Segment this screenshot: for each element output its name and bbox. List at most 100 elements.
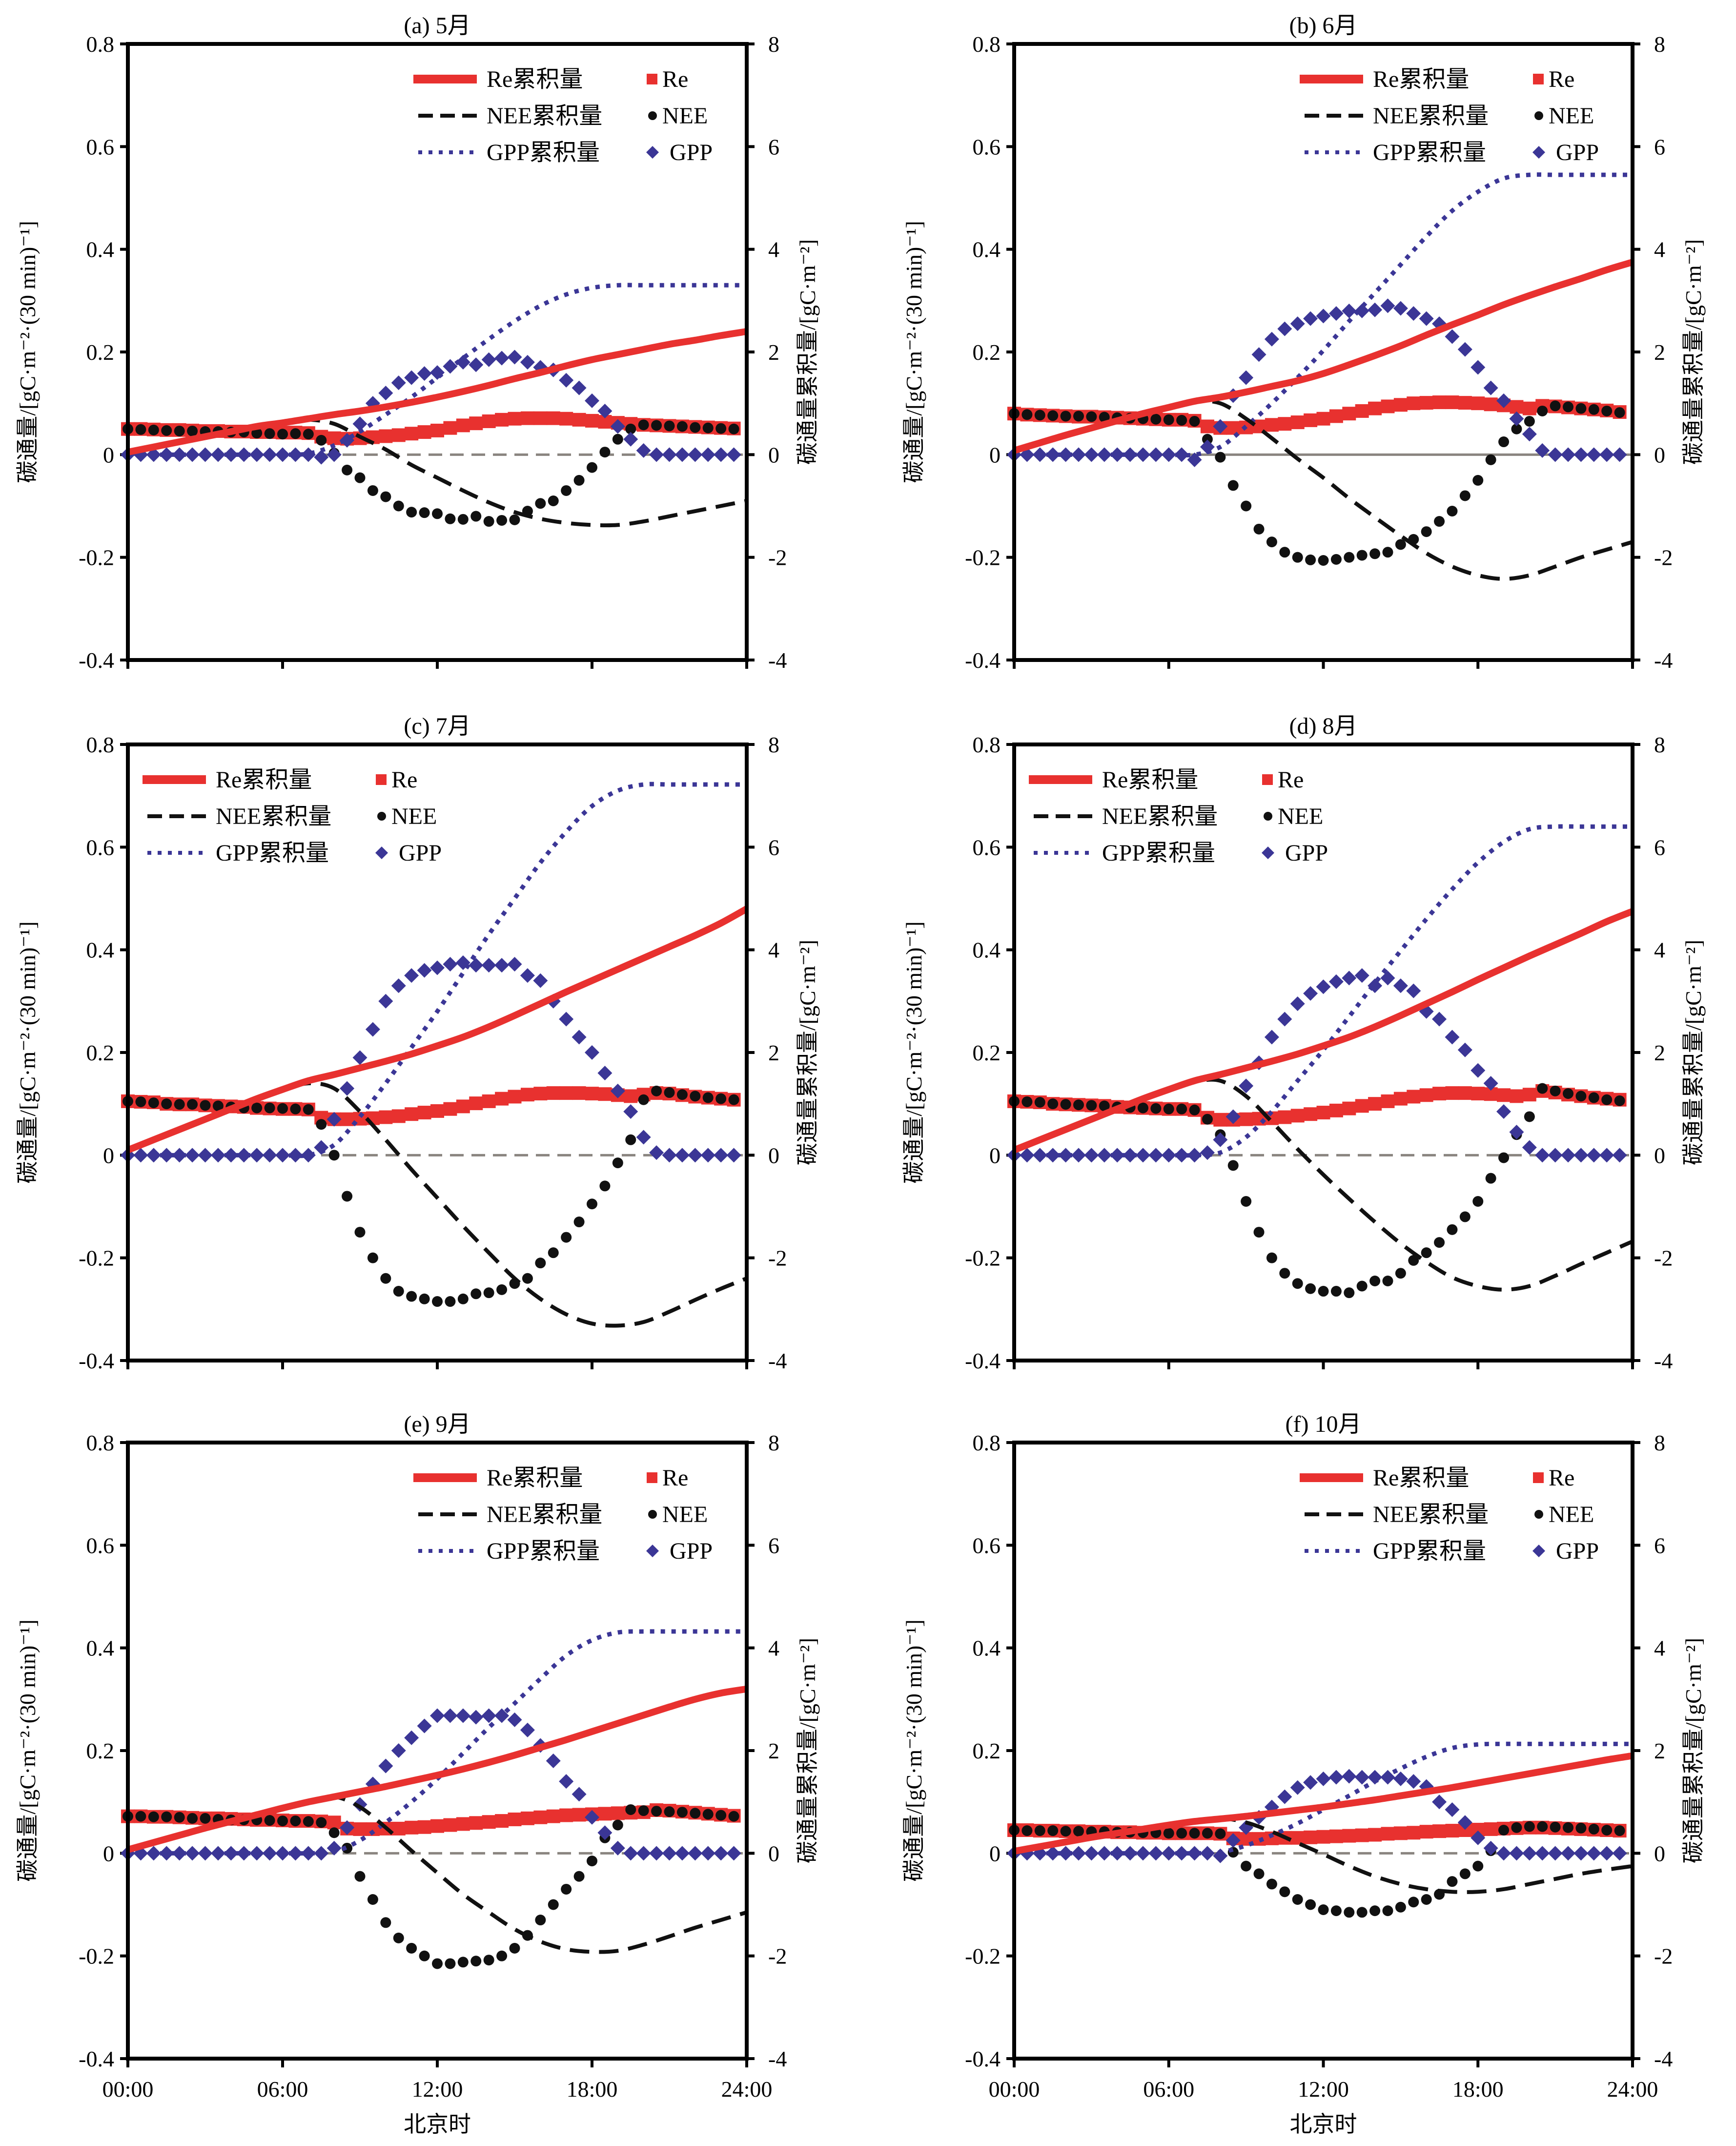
nee-point [1330, 1905, 1342, 1917]
nee-point [690, 1091, 701, 1102]
nee-cumulative-line [127, 1081, 748, 1328]
nee-point [148, 1811, 159, 1822]
gpp-point [700, 1846, 715, 1861]
nee-point [573, 1217, 585, 1228]
gpp-point [1612, 447, 1627, 462]
gpp-point [1406, 983, 1421, 998]
legend-label: Re [1549, 66, 1574, 92]
y-tick-label: 0.2 [86, 1040, 115, 1065]
nee-point [1253, 1868, 1265, 1879]
y2-tick-label: 4 [1654, 237, 1665, 262]
nee-point [1330, 1286, 1342, 1297]
legend: Re累积量 Re NEE累积量 NEE GPP累积量 GPP [1300, 1465, 1599, 1564]
nee-point [1563, 401, 1574, 413]
re-point [1445, 1824, 1459, 1838]
y-axis-title: 碳通量/[gC·m⁻²·(30 min)⁻¹] [15, 921, 40, 1183]
legend-label: NEE [662, 103, 708, 129]
nee-point [1601, 1094, 1613, 1105]
nee-point [419, 1293, 430, 1304]
legend-re-swatch [647, 74, 657, 84]
legend-label: GPP累积量 [1373, 140, 1486, 165]
y-tick-label: 0.4 [973, 938, 1001, 963]
nee-point [264, 1102, 275, 1114]
legend-label: Re累积量 [487, 1465, 583, 1491]
y2-tick-label: 8 [768, 732, 779, 757]
gpp-point [726, 1846, 741, 1861]
gpp-point [1599, 1846, 1614, 1861]
nee-point [135, 1096, 146, 1107]
re-cumulative-line [1013, 259, 1634, 454]
nee-point [264, 428, 275, 439]
nee-point [445, 513, 456, 524]
nee-point [445, 1296, 456, 1307]
y-tick-label: -0.4 [79, 1348, 114, 1373]
gpp-point [1432, 1011, 1447, 1027]
nee-point [1550, 1821, 1561, 1833]
legend-label: NEE累积量 [216, 804, 331, 829]
nee-point [393, 1286, 404, 1297]
nee-point [1241, 1196, 1252, 1207]
re-point [482, 1094, 496, 1108]
gpp-point [352, 1050, 368, 1065]
nee-point [1266, 1878, 1277, 1890]
x-tick-label: 24:00 [1607, 2077, 1658, 2102]
gpp-point [1045, 1846, 1061, 1861]
gpp-point [1225, 1109, 1241, 1124]
gpp-point [1058, 1846, 1073, 1861]
gpp-point [1058, 447, 1073, 462]
gpp-point [674, 1148, 690, 1163]
y2-tick-label: -4 [768, 1348, 787, 1373]
gpp-point [1522, 1140, 1537, 1155]
gpp-point [507, 350, 522, 365]
gpp-point [1174, 447, 1189, 462]
y2-tick-label: 6 [768, 134, 779, 159]
gpp-point [159, 1846, 174, 1861]
nee-point [1215, 452, 1226, 463]
nee-point [548, 495, 559, 506]
nee-point [715, 1093, 727, 1104]
gpp-point [1573, 1846, 1589, 1861]
nee-point [187, 1813, 198, 1824]
gpp-point [288, 1846, 303, 1861]
nee-point [1292, 1894, 1303, 1905]
gpp-point [404, 1730, 419, 1745]
nee-point [212, 1100, 224, 1112]
y2-axis-title: 碳通量累积量/[gC·m⁻²] [795, 1638, 820, 1863]
re-point [546, 1809, 560, 1823]
y2-tick-label: 2 [768, 340, 779, 365]
nee-point [1163, 1103, 1174, 1114]
y2-tick-label: 8 [768, 1430, 779, 1455]
y-tick-label: -0.4 [965, 648, 1001, 673]
gpp-point [1110, 447, 1125, 462]
legend-label: GPP [670, 1538, 713, 1564]
re-point [1278, 1110, 1292, 1124]
y-tick-label: 0.6 [86, 134, 115, 159]
gpp-point [404, 370, 419, 385]
gpp-point [1058, 1148, 1073, 1163]
y-tick-label: 0.2 [86, 1738, 115, 1763]
nee-point [1189, 1828, 1200, 1839]
gpp-point [494, 1708, 510, 1723]
legend-label: NEE累积量 [1102, 804, 1218, 829]
y-tick-label: 0.4 [86, 237, 115, 262]
re-cumulative-line [1013, 1752, 1634, 1855]
re-point [443, 1102, 457, 1116]
nee-point [638, 1094, 649, 1105]
gpp-point [726, 1148, 741, 1163]
gpp-point [1419, 311, 1434, 326]
re-point [598, 1807, 612, 1821]
legend-label: GPP累积量 [1102, 840, 1215, 866]
nee-point [1459, 490, 1470, 501]
y2-tick-label: 0 [768, 1143, 779, 1168]
gpp-point [391, 978, 406, 993]
gpp-point [1303, 986, 1318, 1001]
y2-tick-label: -4 [1654, 1348, 1673, 1373]
nee-point [1395, 539, 1406, 550]
gpp-point [327, 1840, 342, 1856]
panel-title: (c) 7月 [404, 713, 470, 739]
gpp-point [1457, 1042, 1472, 1057]
nee-point [328, 1827, 340, 1838]
gpp-point [1548, 447, 1563, 462]
y-tick-label: 0.2 [973, 1738, 1001, 1763]
re-point [1407, 1826, 1421, 1840]
